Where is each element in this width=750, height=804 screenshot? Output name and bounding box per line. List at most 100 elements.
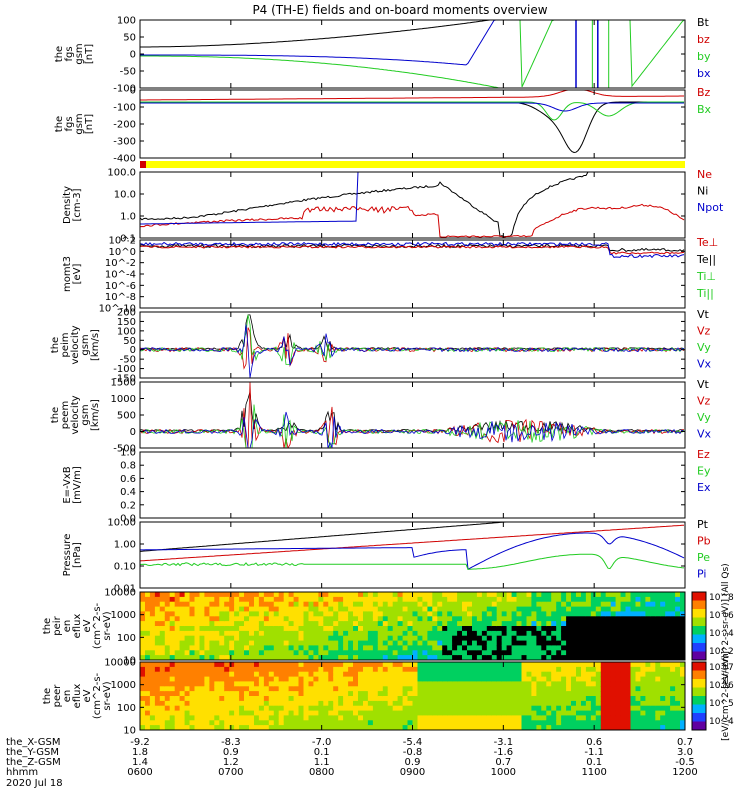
y-tick-label: 0.10	[114, 562, 136, 573]
y-axis-label: [nPa]	[72, 542, 83, 568]
y-tick-label: -50	[120, 67, 136, 78]
axis-row-value: 0.7	[495, 757, 511, 768]
y-tick-label: 10000	[104, 588, 136, 599]
y-tick-label: 1.0	[120, 448, 136, 459]
axis-row-value: 1000	[491, 767, 516, 778]
panel-fgs1: 100 50 0 -50 -100 the fgs gsm [nT] Bt bz by bx	[54, 16, 711, 95]
legend-Vy: Vy	[697, 411, 711, 424]
y-axis-label: eflux	[72, 684, 83, 709]
y-axis-label: eflux	[72, 614, 83, 639]
y-axis-label: (cm^2-s-	[92, 672, 103, 719]
legend-Vy: Vy	[697, 341, 711, 354]
series-Pe	[140, 553, 685, 570]
axis-row-value: 1100	[581, 767, 606, 778]
axis-row-value: 0.1	[314, 747, 330, 758]
y-tick-label: -50	[120, 355, 136, 366]
legend-bz: bz	[697, 33, 710, 46]
axis-row-value: 3.0	[677, 747, 693, 758]
axis-row-value: -0.5	[675, 757, 695, 768]
status-bar-flag	[140, 161, 146, 168]
y-axis-label: fgs	[64, 116, 75, 131]
axis-row-value: -5.4	[403, 737, 423, 748]
y-tick-label: 0	[130, 345, 136, 356]
axis-row-value: -1.1	[584, 747, 604, 758]
colorbar-tick: 10^4	[709, 629, 734, 639]
panel-temp: 10^210^010^-210^-410^-610^-810^-10 momt3[…	[62, 236, 718, 315]
y-tick-label: 1500	[111, 378, 136, 389]
panel-frame	[139, 451, 686, 519]
legend-Npot: Npot	[697, 201, 724, 214]
series-By	[140, 102, 684, 112]
panel-ion_spec: 10000 1000 100 10 the peir en eflux eV (cm^2-s-sr…	[42, 563, 734, 688]
axis-row-value: -1.6	[494, 747, 514, 758]
y-tick-label: 0.6	[120, 474, 136, 485]
panel-frame	[139, 311, 686, 379]
y-tick-label: 0.2	[120, 500, 136, 511]
y-tick-label: 10^-4	[105, 270, 136, 281]
y-tick-label: 100	[117, 16, 136, 27]
series-Vz	[140, 382, 685, 448]
colorbar-tick: 10^6	[709, 681, 734, 691]
y-tick-label: 0.0	[120, 514, 136, 525]
y-axis-label: the	[50, 407, 61, 423]
legend-Bx: Bx	[697, 103, 712, 116]
legend-Ez: Ez	[697, 448, 710, 461]
series-Ni	[140, 172, 684, 238]
y-tick-label: 1.0	[120, 212, 136, 223]
y-axis-label: gsm	[74, 43, 85, 64]
y-axis-label: fgs	[64, 46, 75, 61]
y-tick-label: 10.00	[107, 518, 136, 529]
y-axis-label: en	[62, 620, 73, 633]
axis-row-value: 0700	[218, 767, 243, 778]
y-tick-label: 10^-10	[99, 304, 136, 315]
panel-density: 100.0 10.0 1.0 0.1 Density [cm-3] Ne Ni Npot	[62, 168, 724, 245]
y-axis-label: [eV]	[72, 264, 83, 285]
series-Bt	[140, 101, 684, 154]
y-axis-label: peir	[52, 615, 63, 635]
series-bx	[140, 20, 684, 66]
y-axis-label: Density	[62, 186, 73, 224]
colorbar-tick: 10^5	[709, 699, 734, 709]
panel-elec_spec: 10000 1000 100 10 the peer en eflux eV (cm^2-s-sr…	[42, 651, 734, 741]
y-tick-label: -100	[113, 364, 136, 375]
series-Vy	[140, 314, 685, 366]
y-axis-label: the	[54, 46, 65, 62]
y-axis-label: E=-VxB	[62, 466, 73, 503]
panel-frame	[139, 171, 686, 239]
legend-Vx: Vx	[697, 428, 712, 441]
y-axis-label: the	[50, 337, 61, 353]
series-Npot	[140, 172, 684, 225]
colorbar-tick: 10^2	[709, 647, 734, 657]
y-tick-label: 10^-8	[105, 292, 136, 303]
legend-Ni: Ni	[697, 185, 708, 198]
axis-row-value: 0.6	[586, 737, 602, 748]
y-tick-label: -150	[113, 374, 136, 385]
legend-Pe: Pe	[697, 551, 710, 564]
series-Vt	[140, 391, 685, 433]
axis-row-value: 0.9	[405, 757, 421, 768]
axis-row-value: -8.3	[221, 737, 241, 748]
y-axis-label: velocity	[70, 395, 81, 434]
legend-Bt: Bt	[697, 16, 710, 29]
y-axis-label: momt3	[62, 256, 73, 292]
axis-row-value: 0.1	[586, 757, 602, 768]
series-Pb	[140, 524, 685, 562]
y-tick-label: 100	[117, 633, 136, 644]
y-tick-label: -200	[113, 120, 136, 131]
legend-Te||: Te||	[696, 253, 716, 266]
axis-row-value: -0.8	[403, 747, 423, 758]
panel-frame	[139, 521, 686, 589]
y-axis-label: peer	[52, 684, 63, 708]
colorbar-label: [eV/(cm^2-s-sr-eV)] (All Qs)	[721, 563, 731, 688]
y-tick-label: 0.1	[120, 234, 136, 245]
colorbar-tick: 10^7	[709, 663, 734, 673]
y-tick-label: 150	[117, 317, 136, 328]
y-tick-label: 0	[130, 50, 136, 61]
y-tick-label: -500	[113, 444, 136, 455]
y-tick-label: 10.0	[114, 190, 136, 201]
y-tick-label: 50	[123, 33, 136, 44]
series-Bz	[140, 90, 684, 101]
status-bar	[140, 161, 685, 168]
